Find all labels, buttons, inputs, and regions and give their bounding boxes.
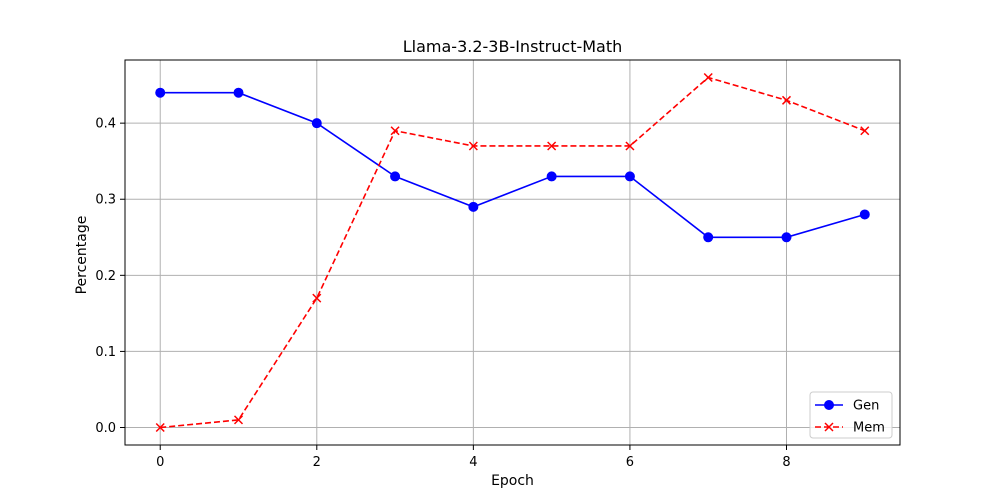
chart-title: Llama-3.2-3B-Instruct-Math xyxy=(403,37,623,56)
x-marker-stroke xyxy=(824,422,834,432)
data-point-mem xyxy=(860,126,870,136)
series-layer xyxy=(155,72,870,433)
legend-entry-mem: Mem xyxy=(815,421,885,436)
legend-marker-gen xyxy=(824,400,834,410)
data-point-mem xyxy=(312,293,322,303)
legend-label-mem: Mem xyxy=(853,421,885,436)
series-gen xyxy=(155,87,870,243)
legend-marker-mem xyxy=(824,422,834,432)
plot-frame xyxy=(124,59,901,446)
y-tick-label: 0.0 xyxy=(95,421,116,436)
x-marker-stroke xyxy=(781,95,792,105)
x-marker-stroke xyxy=(233,415,244,425)
series-mem xyxy=(155,72,870,433)
data-point-gen xyxy=(546,171,557,182)
data-point-gen xyxy=(781,232,792,243)
data-point-gen xyxy=(624,171,635,182)
x-marker-stroke xyxy=(312,293,322,303)
data-point-gen xyxy=(468,201,479,212)
legend-entry-gen: Gen xyxy=(815,399,879,414)
data-point-mem xyxy=(468,141,478,151)
data-point-gen xyxy=(155,87,166,98)
data-point-mem xyxy=(233,415,244,425)
legend-label-gen: Gen xyxy=(853,399,879,414)
legend: Gen Mem xyxy=(809,391,893,439)
data-point-mem xyxy=(547,141,557,151)
x-marker-stroke xyxy=(155,422,165,433)
data-point-mem xyxy=(155,422,165,433)
x-marker-stroke xyxy=(860,126,870,136)
data-point-gen xyxy=(859,209,870,220)
x-marker-stroke xyxy=(703,72,713,83)
x-marker-stroke xyxy=(547,141,557,151)
data-point-gen xyxy=(233,87,244,98)
series-line-mem xyxy=(160,76,866,429)
y-tick-label: 0.3 xyxy=(95,193,116,208)
data-point-mem xyxy=(781,95,792,105)
series-line-gen xyxy=(160,91,865,239)
x-axis-label: Epoch xyxy=(491,473,534,489)
x-tick-label: 8 xyxy=(782,455,790,470)
x-tick-label: 4 xyxy=(469,455,477,470)
ticks: 0 2 4 6 8 0.0 0.1 0.2 0.3 0.4 xyxy=(95,117,790,470)
y-tick-label: 0.1 xyxy=(95,345,116,360)
data-point-mem xyxy=(703,72,713,83)
y-tick-label: 0.2 xyxy=(95,269,116,284)
grid xyxy=(125,60,900,445)
data-point-mem xyxy=(625,141,635,151)
x-tick-label: 2 xyxy=(313,455,321,470)
x-marker-stroke xyxy=(390,126,400,136)
x-tick-label: 0 xyxy=(156,455,164,470)
x-marker-stroke xyxy=(625,141,635,151)
y-axis-label: Percentage xyxy=(74,216,90,295)
data-point-mem xyxy=(390,126,400,136)
y-tick-label: 0.4 xyxy=(95,117,116,132)
legend-entries: Gen Mem xyxy=(815,399,885,436)
data-point-gen xyxy=(390,171,401,182)
data-point-gen xyxy=(703,232,714,243)
x-marker-stroke xyxy=(468,141,478,151)
data-point-gen xyxy=(311,118,322,129)
x-tick-label: 6 xyxy=(626,455,634,470)
